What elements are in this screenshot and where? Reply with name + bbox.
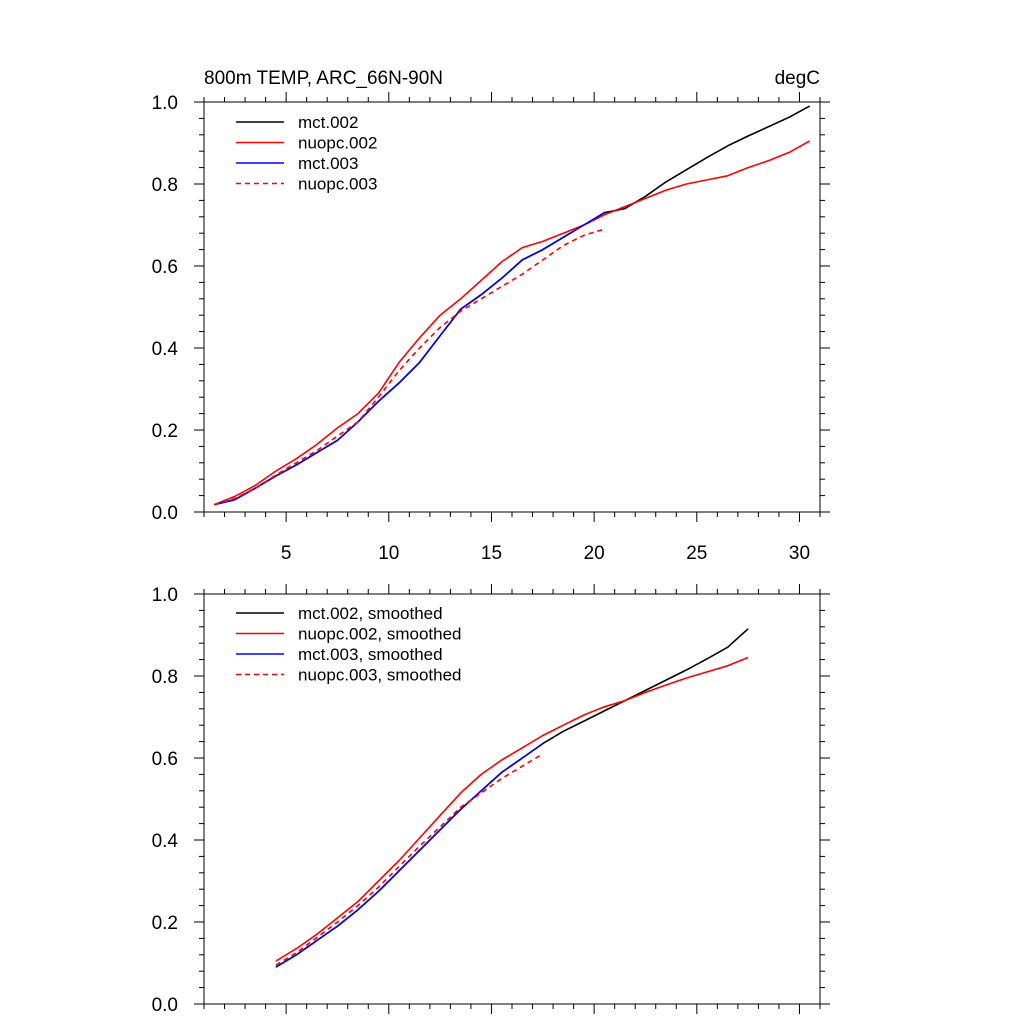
series-line	[214, 212, 605, 506]
legend-label: nuopc.003	[298, 175, 377, 194]
bottom-panel: 0.0 0.2 0.4 0.6 0.8 1.0 mct.002, smoothed nuopc…	[152, 584, 830, 1016]
y-tick-label: 0.0	[152, 503, 178, 524]
legend-label: nuopc.002	[298, 134, 377, 153]
y-tick-label: 0.6	[152, 749, 178, 770]
legend-label: mct.002	[298, 113, 358, 132]
series-line	[275, 742, 544, 968]
legend-label: nuopc.003, smoothed	[298, 666, 462, 685]
y-tick-label: 0.6	[152, 257, 178, 278]
y-tick-label: 0.0	[152, 995, 178, 1016]
series-line	[275, 656, 749, 962]
y-tick-label: 0.8	[152, 175, 178, 196]
y-tick-label: 0.2	[152, 421, 178, 442]
y-tick-label: 0.8	[152, 667, 178, 688]
y-tick-label: 0.4	[152, 339, 179, 360]
legend-label: mct.003, smoothed	[298, 645, 443, 664]
legend-label: mct.003	[298, 154, 358, 173]
series-line	[214, 228, 605, 506]
x-tick-label: 10	[378, 543, 399, 564]
x-tick-label: 5	[281, 543, 292, 564]
y-tick-label: 0.2	[152, 913, 178, 934]
x-tick-label: 20	[584, 543, 605, 564]
x-tick-label: 15	[481, 543, 502, 564]
y-tick-label: 0.4	[152, 831, 179, 852]
y-tick-label: 1.0	[152, 585, 178, 606]
plot-frame	[203, 101, 821, 513]
x-tick-label: 30	[789, 543, 810, 564]
legend-label: mct.002, smoothed	[298, 604, 443, 623]
series-line	[275, 753, 544, 966]
chart-title: 800m TEMP, ARC_66N-90N	[204, 68, 443, 89]
plot-frame	[203, 593, 821, 1005]
units-label: degC	[775, 68, 820, 89]
x-tick-label: 25	[686, 543, 707, 564]
top-panel: 0.0 0.2 0.4 0.6 0.8 1.0 5 10 15 20 25 30 800m TEMP, …	[152, 68, 830, 564]
series-line	[214, 140, 811, 506]
legend-label: nuopc.002, smoothed	[298, 625, 462, 644]
y-tick-label: 1.0	[152, 93, 178, 114]
